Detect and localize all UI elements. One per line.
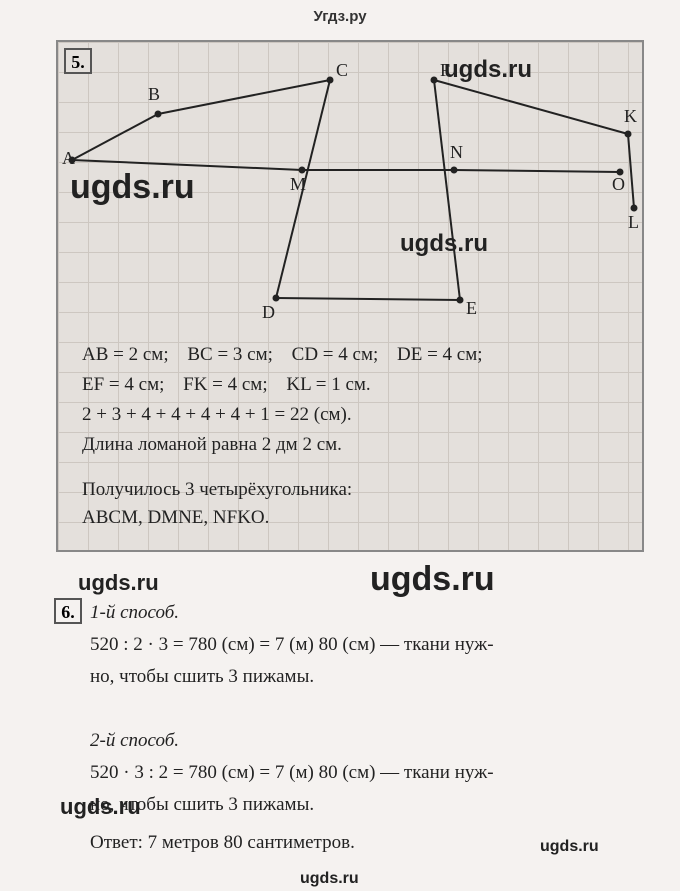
method1-line1: 520 : 2 · 3 = 780 (см) = 7 (м) 80 (см) —… (90, 631, 644, 659)
watermark-text: ugds.ru (540, 838, 599, 856)
task6-solution: 1-й способ. 520 : 2 · 3 = 780 (см) = 7 (… (90, 595, 644, 823)
method1-line2: но, чтобы сшить 3 пижамы. (90, 663, 644, 691)
task5-quads: Получилось 3 четырёхугольника: ABCM, DMN… (82, 476, 622, 532)
svg-text:D: D (262, 302, 275, 322)
geometry-diagram: A B C D E F K L M N O (58, 42, 646, 322)
quads-list: ABCM, DMNE, NFKO. (82, 507, 269, 528)
seg-ab: AB = 2 см; (82, 340, 169, 370)
sum-expression: 2 + 3 + 4 + 4 + 4 + 4 + 1 = 22 (см). (82, 404, 352, 425)
method2-line1: 520 · 3 : 2 = 780 (см) = 7 (м) 80 (см) —… (90, 759, 644, 787)
svg-text:K: K (624, 106, 637, 126)
seg-kl: KL = 1 см. (286, 370, 370, 400)
method2-line2: но, чтобы сшить 3 пижамы. (90, 791, 644, 819)
task5-measurements: AB = 2 см; BC = 3 см; CD = 4 см; DE = 4 … (82, 340, 622, 460)
seg-ef: EF = 4 см; (82, 370, 164, 400)
svg-text:F: F (440, 60, 450, 80)
svg-text:L: L (628, 212, 639, 232)
task5-box: 5. ABCDEFKLMNO AB = 2 см; BC = 3 см; CD … (56, 40, 644, 552)
seg-fk: FK = 4 см; (183, 370, 268, 400)
task6-answer: Ответ: 7 метров 80 сантиметров. (90, 832, 355, 854)
svg-text:E: E (466, 298, 477, 318)
method2-title: 2-й способ. (90, 727, 644, 755)
method1-title: 1-й способ. (90, 599, 644, 627)
svg-text:C: C (336, 60, 348, 80)
svg-text:B: B (148, 84, 160, 104)
svg-text:N: N (450, 142, 463, 162)
quads-intro: Получилось 3 четырёхугольника: (82, 479, 352, 500)
watermark-text: ugds.ru (78, 570, 159, 596)
svg-text:O: O (612, 174, 625, 194)
watermark-text: ugds.ru (300, 870, 359, 888)
seg-cd: CD = 4 см; (292, 340, 379, 370)
site-header: Угдз.ру (313, 8, 366, 25)
length-text: Длина ломаной равна 2 дм 2 см. (82, 434, 342, 455)
svg-text:M: M (290, 174, 306, 194)
watermark-text: ugds.ru (370, 560, 495, 599)
seg-de: DE = 4 см; (397, 340, 483, 370)
task6-number: 6. (54, 598, 82, 624)
svg-text:A: A (62, 148, 75, 168)
page: Угдз.ру 5. ABCDEFKLMNO AB = 2 см; BC = 3… (0, 0, 680, 891)
seg-bc: BC = 3 см; (187, 340, 273, 370)
